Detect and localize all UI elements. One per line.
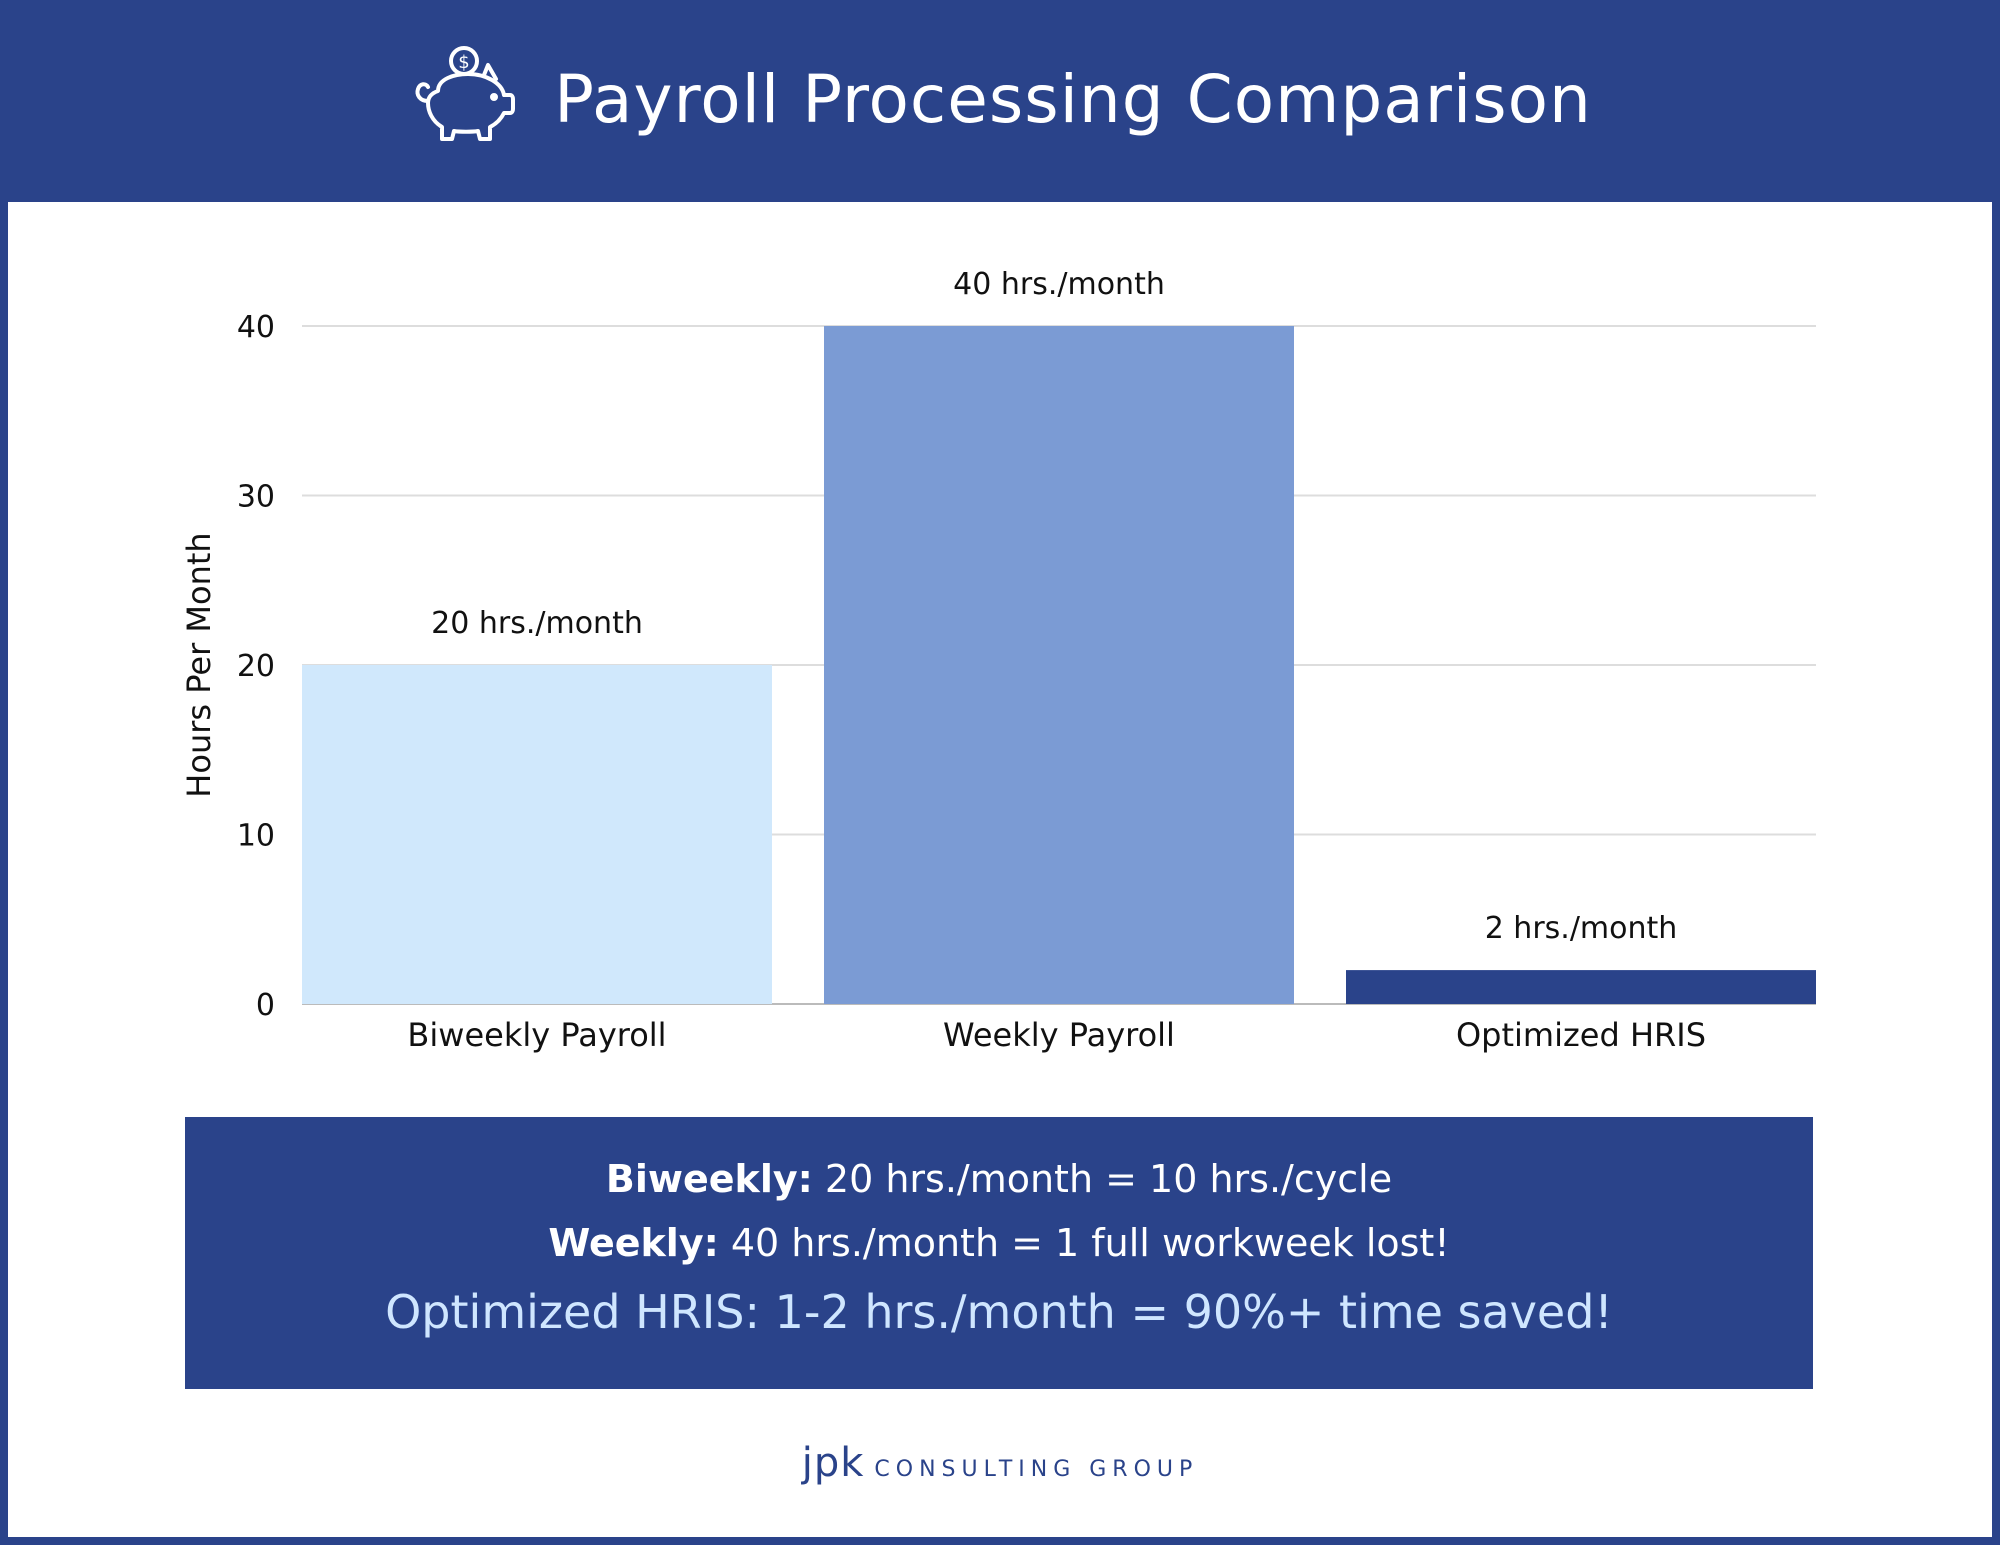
footer-logo: jpk CONSULTING GROUP bbox=[0, 1440, 2000, 1486]
data-label: 2 hrs./month bbox=[1485, 911, 1678, 946]
x-tick-label: Weekly Payroll bbox=[943, 1016, 1175, 1054]
y-tick-label: 40 bbox=[237, 310, 275, 345]
y-tick-label: 0 bbox=[256, 988, 275, 1023]
summary-text-weekly: 40 hrs./month = 1 full workweek lost! bbox=[718, 1221, 1450, 1265]
x-tick-label: Biweekly Payroll bbox=[407, 1016, 666, 1054]
summary-label-weekly: Weekly: bbox=[548, 1221, 719, 1265]
bar-optimized-hris bbox=[1346, 970, 1816, 1004]
header-banner: $ Payroll Processing Comparison bbox=[0, 0, 2000, 202]
company-name: CONSULTING GROUP bbox=[874, 1457, 1199, 1482]
summary-box: Biweekly: 20 hrs./month = 10 hrs./cycle … bbox=[185, 1117, 1813, 1389]
y-tick-label: 10 bbox=[237, 819, 275, 854]
bar-weekly-payroll bbox=[824, 326, 1294, 1004]
svg-text:$: $ bbox=[458, 52, 469, 73]
bar-biweekly-payroll bbox=[302, 665, 772, 1004]
y-axis-label: Hours Per Month bbox=[180, 532, 218, 797]
piggy-bank-icon: $ bbox=[415, 46, 516, 141]
summary-line-weekly: Weekly: 40 hrs./month = 1 full workweek … bbox=[185, 1221, 1813, 1265]
summary-text-biweekly: 20 hrs./month = 10 hrs./cycle bbox=[812, 1157, 1393, 1201]
logo-text: jpk bbox=[801, 1440, 865, 1486]
summary-line-biweekly: Biweekly: 20 hrs./month = 10 hrs./cycle bbox=[185, 1157, 1813, 1201]
bar-chart: 0 10 20 30 40 Hours Per Month 20 hrs./month Biw… bbox=[180, 267, 1816, 1054]
data-label: 40 hrs./month bbox=[953, 267, 1165, 302]
y-tick-label: 30 bbox=[237, 480, 275, 515]
summary-line-hris: Optimized HRIS: 1-2 hrs./month = 90%+ ti… bbox=[385, 1285, 1613, 1339]
y-tick-label: 20 bbox=[237, 649, 275, 684]
x-tick-label: Optimized HRIS bbox=[1456, 1016, 1706, 1054]
page-title: Payroll Processing Comparison bbox=[554, 60, 1592, 138]
summary-label-biweekly: Biweekly: bbox=[605, 1157, 813, 1201]
data-label: 20 hrs./month bbox=[431, 606, 643, 641]
